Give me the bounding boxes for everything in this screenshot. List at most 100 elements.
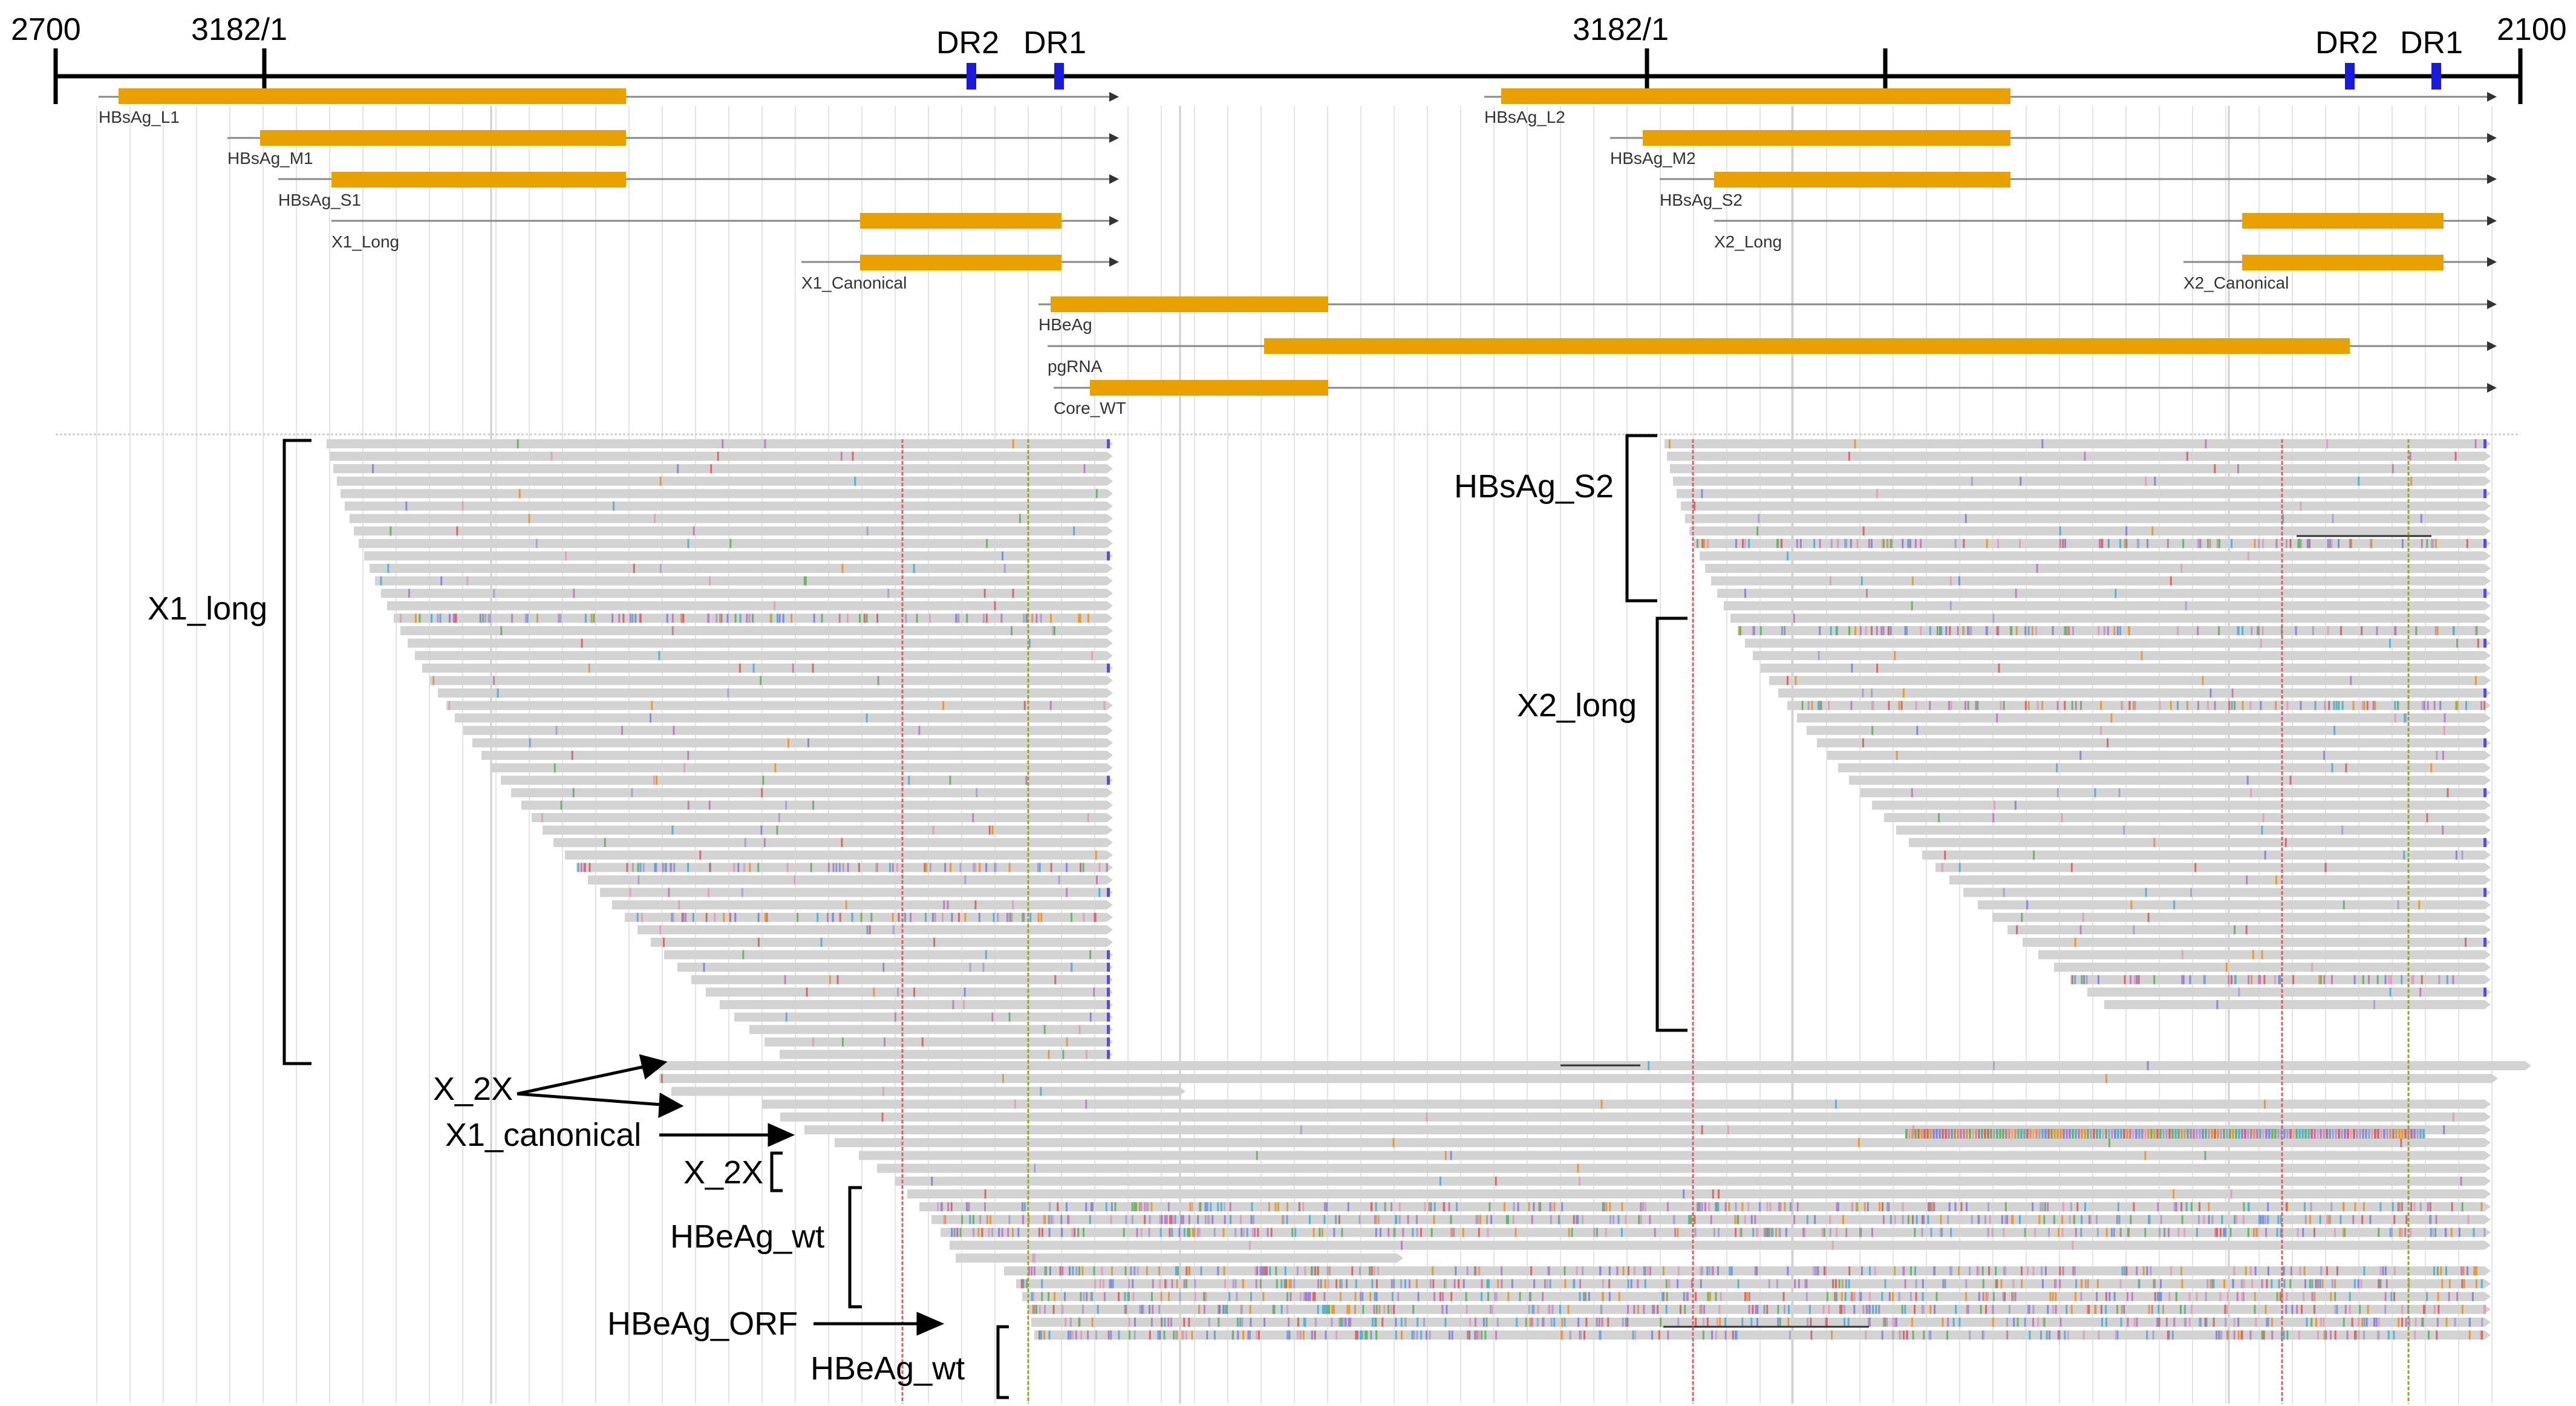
read-mismatch	[2283, 1129, 2286, 1139]
read-mismatch	[1288, 1330, 1291, 1340]
read-mismatch	[1605, 1202, 1608, 1212]
read-arrow	[1107, 738, 1113, 748]
read-mismatch	[2285, 1202, 2287, 1212]
read-mismatch	[1050, 863, 1052, 872]
read-mismatch	[1868, 1266, 1871, 1276]
read-mismatch	[1378, 1304, 1381, 1314]
read-mismatch	[1884, 1318, 1886, 1327]
read-mismatch	[1052, 1215, 1054, 1225]
read-mismatch	[812, 800, 815, 810]
transcript-x1-canonical[interactable]: X1_Canonical	[801, 255, 1119, 292]
read-mismatch	[1529, 1292, 1531, 1301]
read-mismatch	[1489, 1304, 1492, 1314]
read-mismatch	[687, 863, 690, 872]
read-mismatch	[1025, 776, 1028, 785]
read-mismatch	[1161, 1215, 1163, 1225]
read-mismatch	[2124, 975, 2126, 984]
read-mismatch	[2370, 538, 2373, 548]
read-mismatch	[2107, 626, 2109, 635]
read-mismatch	[1462, 1279, 1465, 1289]
transcript-hbsag-m1[interactable]: HBsAg_M1	[227, 130, 1119, 168]
read-mismatch	[1360, 1292, 1362, 1301]
read-mismatch	[1285, 1279, 1288, 1289]
transcript-hbsag-l1[interactable]: HBsAg_L1	[99, 88, 1119, 126]
transcript-hbeag[interactable]: HBeAg	[1039, 296, 2497, 334]
read-mismatch	[2037, 1318, 2040, 1327]
read-mismatch	[572, 788, 575, 797]
read-mismatch	[703, 963, 705, 972]
read-mismatch	[1546, 1279, 1548, 1289]
read-mismatch	[1033, 1304, 1035, 1314]
read-mismatch	[1609, 1202, 1611, 1212]
read-mismatch	[2358, 1318, 2360, 1327]
read-mismatch	[1061, 1266, 1064, 1276]
read-mismatch	[2349, 538, 2352, 548]
read-mismatch	[2238, 1129, 2240, 1139]
transcript-hbsag-s2[interactable]: HBsAg_S2	[1660, 172, 2497, 209]
read-mismatch	[1969, 1129, 1971, 1139]
read-mismatch	[2084, 1202, 2087, 1212]
read-mismatch	[1362, 1304, 1365, 1314]
read-mismatch	[2341, 825, 2344, 835]
read-mismatch	[2003, 701, 2005, 710]
read-mismatch	[1549, 1202, 1551, 1212]
read-mismatch	[2205, 1318, 2208, 1327]
read-mismatch	[1351, 1266, 1354, 1276]
read-mismatch	[1446, 1304, 1448, 1314]
read-mismatch	[2393, 1292, 2395, 1301]
read-mismatch	[884, 1037, 886, 1047]
read-mismatch	[1257, 1228, 1259, 1237]
read-mismatch	[2220, 1129, 2222, 1139]
read-mismatch	[2251, 975, 2253, 984]
read-mismatch	[2158, 1318, 2160, 1327]
read-mismatch	[1734, 1215, 1736, 1225]
read-mismatch	[2374, 1129, 2376, 1139]
transcript-hbsag-s1[interactable]: HBsAg_S1	[278, 172, 1119, 209]
transcript-x1-long[interactable]: X1_Long	[331, 213, 1119, 251]
read	[2087, 987, 2485, 997]
read-mismatch	[1282, 1215, 1285, 1225]
transcript-core-wt[interactable]: Core_WT	[1054, 380, 2497, 417]
transcript-x2-canonical[interactable]: X2_Canonical	[2183, 255, 2497, 292]
read-mismatch	[2432, 538, 2434, 548]
read-arrow	[2485, 850, 2491, 860]
read-mismatch	[1068, 1330, 1070, 1340]
read-mismatch	[1269, 1266, 1271, 1276]
read-mismatch	[2115, 589, 2117, 598]
read-mismatch	[1997, 626, 2000, 635]
read-mismatch	[1789, 1202, 1792, 1212]
read-mismatch	[1744, 538, 1746, 548]
read-mismatch	[558, 613, 560, 623]
read-mismatch	[1701, 1202, 1703, 1212]
read-mismatch	[2167, 1228, 2170, 1237]
read-mismatch	[1429, 1330, 1431, 1340]
read-end-marker	[2483, 788, 2486, 797]
read-arrow	[2485, 601, 2491, 610]
read-mismatch	[380, 576, 382, 586]
read-mismatch	[2182, 975, 2185, 984]
transcript-pgrna[interactable]: pgRNA	[1048, 338, 2497, 376]
read-mismatch	[2378, 1318, 2380, 1327]
read-mismatch	[1876, 626, 1878, 635]
read-mismatch	[1323, 1215, 1326, 1225]
read-mismatch	[1044, 1266, 1046, 1276]
read-mismatch	[1224, 1215, 1226, 1225]
read-mismatch	[746, 613, 748, 623]
transcript-hbsag-m2[interactable]: HBsAg_M2	[1610, 130, 2497, 168]
read-mismatch	[1032, 1292, 1035, 1301]
read-mismatch	[2341, 1129, 2343, 1139]
read-mismatch	[2271, 1129, 2274, 1139]
read	[1745, 638, 2485, 648]
read-mismatch	[2361, 626, 2363, 635]
read-mismatch	[2059, 526, 2061, 536]
read-mismatch	[2363, 1266, 2366, 1276]
read-mismatch	[2401, 1318, 2404, 1327]
read	[327, 439, 1107, 448]
read-mismatch	[1188, 1318, 1190, 1327]
read-mismatch	[2455, 701, 2457, 710]
read-mismatch	[1784, 626, 1786, 635]
transcript-x2-long[interactable]: X2_Long	[1714, 213, 2497, 251]
read	[1978, 900, 2485, 910]
transcript-hbsag-l2[interactable]: HBsAg_L2	[1484, 88, 2497, 126]
read-mismatch	[668, 888, 670, 897]
